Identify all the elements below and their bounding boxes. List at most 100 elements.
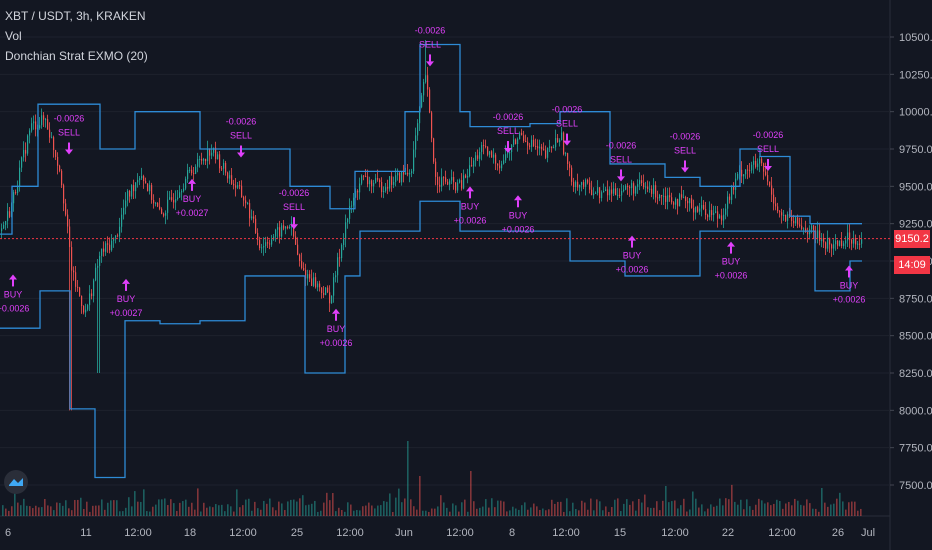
candle-body	[303, 267, 305, 270]
volume-bar	[653, 507, 655, 516]
candle-body	[257, 232, 259, 241]
candle-body	[187, 170, 189, 179]
candle-body	[783, 214, 785, 216]
candle-body	[573, 181, 575, 188]
candle-body	[687, 200, 689, 204]
volume-label[interactable]: Vol	[5, 29, 22, 43]
candle-body	[551, 146, 553, 149]
buy-arrow-icon	[727, 241, 735, 247]
volume-bar	[656, 501, 658, 516]
candle-body	[777, 206, 779, 212]
candle-body	[27, 135, 29, 154]
volume-bar	[740, 499, 742, 516]
candle-body	[743, 174, 745, 177]
candle-body	[853, 238, 855, 244]
candle-body	[447, 181, 449, 185]
candle-body	[139, 178, 141, 180]
volume-bar	[434, 508, 436, 516]
candle-body	[651, 188, 653, 194]
candle-body	[359, 183, 361, 193]
volume-bar	[242, 505, 244, 516]
candle-body	[675, 198, 677, 205]
tradingview-logo[interactable]	[4, 470, 28, 494]
candle-body	[17, 186, 19, 193]
volume-bar	[776, 499, 778, 516]
candle-body	[377, 178, 379, 180]
candle-body	[441, 177, 443, 187]
candle-body	[521, 132, 523, 136]
volume-bar	[14, 492, 16, 516]
volume-bar	[380, 505, 382, 516]
volume-bar	[158, 499, 160, 516]
candle-body	[467, 176, 469, 178]
y-tick-label: 10500.0	[899, 32, 932, 44]
indicator-label[interactable]: Donchian Strat EXMO (20)	[5, 49, 148, 63]
symbol-label[interactable]: XBT / USDT, 3h, KRAKEN	[5, 9, 146, 23]
volume-bar	[506, 511, 508, 516]
candle-body	[503, 160, 505, 164]
candle-body	[137, 179, 139, 183]
volume-bar	[194, 509, 196, 516]
candle-body	[325, 287, 327, 295]
volume-bar	[26, 505, 28, 516]
candle-body	[621, 191, 623, 196]
candle-body	[729, 196, 731, 200]
candle-body	[667, 195, 669, 202]
volume-bar	[347, 502, 349, 516]
candle-body	[47, 119, 49, 130]
bar-countdown-tag: 14:09	[894, 256, 930, 274]
candle-body	[417, 123, 419, 136]
candle-body	[185, 178, 187, 189]
volume-bar	[290, 499, 292, 516]
volume-bar	[335, 511, 337, 516]
candle-body	[115, 235, 117, 238]
candle-body	[191, 169, 193, 173]
volume-bar	[305, 505, 307, 516]
candle-body	[405, 172, 407, 175]
volume-bar	[650, 507, 652, 516]
candle-body	[393, 181, 395, 185]
candle-body	[567, 153, 569, 164]
volume-bar	[134, 491, 136, 516]
signal-value-label: +0.0026	[454, 215, 487, 225]
candle-body	[711, 210, 713, 215]
volume-bar	[44, 499, 46, 516]
candle-body	[357, 190, 359, 193]
candle-body	[655, 185, 657, 198]
candle-body	[709, 210, 711, 218]
volume-bar	[311, 503, 313, 516]
candle-body	[133, 185, 135, 192]
volume-bar	[278, 501, 280, 516]
candle-body	[695, 206, 697, 213]
candle-body	[327, 287, 329, 293]
volume-bar	[785, 503, 787, 516]
sell-arrow-icon	[681, 167, 689, 173]
candle-body	[415, 135, 417, 150]
signal-type-label: BUY	[183, 194, 202, 204]
candle-body	[635, 186, 637, 194]
buy-arrow-icon	[122, 278, 130, 284]
candle-body	[123, 207, 125, 215]
volume-bar	[584, 502, 586, 516]
candle-body	[351, 205, 353, 207]
candle-body	[329, 292, 331, 304]
candle-body	[679, 194, 681, 207]
candle-body	[69, 226, 71, 248]
candle-body	[13, 192, 15, 204]
candle-body	[633, 183, 635, 194]
volume-bar	[590, 498, 592, 516]
volume-bar	[392, 511, 394, 516]
volume-bar	[359, 510, 361, 516]
volume-bar	[200, 511, 202, 516]
volume-bar	[323, 502, 325, 516]
candle-body	[159, 206, 161, 209]
candle-body	[715, 211, 717, 213]
candle-body	[827, 237, 829, 249]
volume-bar	[344, 511, 346, 516]
volume-bar	[50, 506, 52, 516]
candle-body	[607, 189, 609, 196]
candle-body	[391, 176, 393, 185]
candle-body	[507, 153, 509, 155]
volume-bar	[680, 505, 682, 516]
